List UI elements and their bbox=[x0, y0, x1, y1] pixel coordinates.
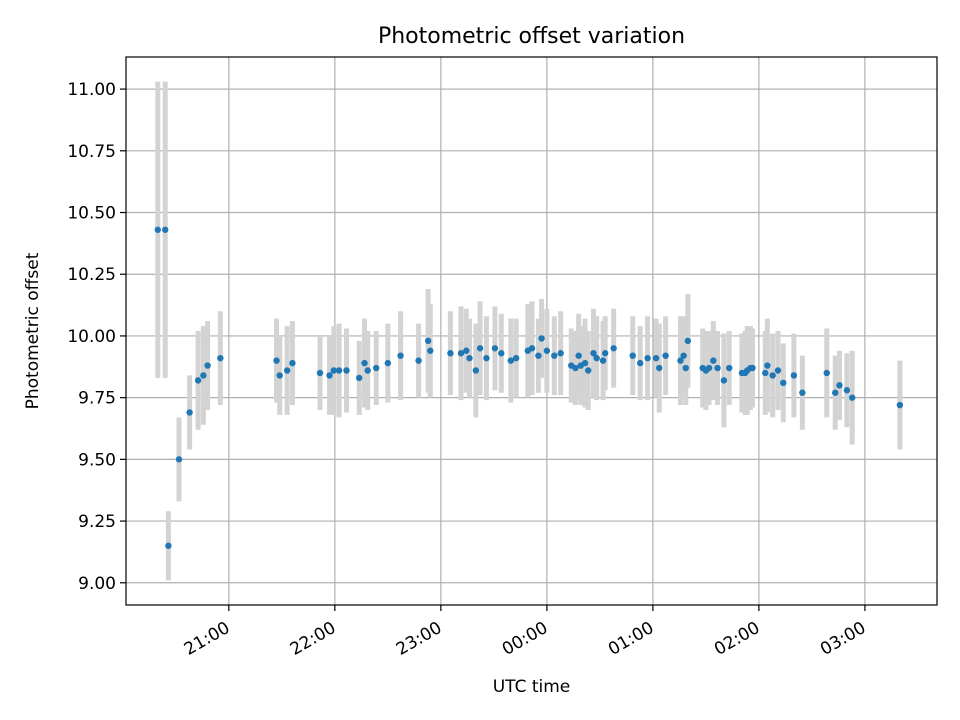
data-point bbox=[601, 350, 609, 357]
data-point bbox=[364, 367, 371, 374]
data-point bbox=[194, 377, 202, 384]
data-point bbox=[491, 345, 499, 352]
data-point bbox=[162, 226, 169, 233]
data-point bbox=[799, 389, 806, 396]
y-tick-label: 10.00 bbox=[67, 327, 116, 347]
data-point bbox=[424, 337, 432, 345]
data-point bbox=[165, 542, 172, 549]
x-axis-label: UTC time bbox=[493, 677, 571, 697]
data-point bbox=[528, 345, 536, 352]
data-point bbox=[472, 367, 480, 374]
data-point bbox=[774, 367, 782, 374]
data-point bbox=[326, 372, 333, 379]
data-point bbox=[466, 354, 473, 362]
data-point bbox=[780, 379, 787, 387]
data-point bbox=[507, 357, 515, 364]
y-tick-label: 10.50 bbox=[67, 204, 116, 224]
y-tick-label: 9.75 bbox=[78, 389, 116, 409]
data-point bbox=[629, 352, 636, 359]
data-point bbox=[590, 350, 597, 357]
data-point bbox=[483, 354, 490, 362]
y-axis-label: Photometric offset bbox=[23, 252, 43, 409]
data-point bbox=[200, 372, 207, 379]
data-point bbox=[636, 359, 644, 367]
data-point bbox=[832, 389, 839, 396]
data-point bbox=[154, 226, 162, 233]
data-point bbox=[372, 364, 380, 372]
data-point bbox=[498, 350, 505, 357]
data-point bbox=[543, 347, 551, 354]
data-point bbox=[572, 364, 579, 372]
data-point bbox=[397, 352, 404, 359]
data-point bbox=[356, 374, 363, 382]
data-point bbox=[276, 372, 283, 379]
data-point bbox=[714, 364, 721, 372]
y-tick-label: 9.00 bbox=[78, 574, 116, 594]
data-point bbox=[361, 359, 368, 367]
data-point bbox=[217, 354, 224, 362]
data-point bbox=[662, 352, 669, 359]
data-point bbox=[843, 387, 851, 394]
y-axis-ticks: 9.00 9.25 9.50 9.75 10.00 10.25 10.50 10.75 11.0… bbox=[67, 80, 126, 594]
data-point bbox=[551, 352, 558, 359]
data-point bbox=[512, 354, 520, 362]
data-point bbox=[684, 337, 692, 345]
y-tick-label: 11.00 bbox=[67, 80, 116, 100]
data-point bbox=[186, 409, 193, 416]
data-point bbox=[610, 345, 617, 352]
data-point bbox=[427, 347, 434, 354]
data-point bbox=[896, 401, 904, 409]
plot-frame bbox=[125, 56, 938, 606]
data-point bbox=[593, 354, 600, 362]
data-point bbox=[557, 350, 564, 357]
data-point bbox=[335, 367, 343, 374]
data-point bbox=[283, 367, 291, 374]
data-point bbox=[726, 364, 733, 372]
data-point bbox=[836, 382, 843, 389]
data-point bbox=[457, 350, 465, 357]
y-tick-label: 9.25 bbox=[78, 512, 116, 532]
data-point bbox=[705, 364, 713, 372]
data-point bbox=[447, 350, 454, 357]
data-point bbox=[644, 354, 651, 362]
data-points bbox=[154, 226, 904, 549]
y-tick-label: 10.75 bbox=[67, 142, 116, 162]
data-point bbox=[790, 372, 798, 379]
data-point bbox=[463, 347, 470, 354]
y-tick-label: 9.50 bbox=[78, 450, 116, 470]
data-point bbox=[538, 335, 545, 342]
data-point bbox=[656, 364, 663, 372]
chart-title: Photometric offset variation bbox=[378, 24, 685, 49]
data-point bbox=[415, 357, 422, 364]
data-point bbox=[316, 369, 324, 377]
data-point bbox=[581, 359, 589, 367]
data-point bbox=[175, 456, 183, 463]
data-point bbox=[848, 394, 856, 401]
data-point bbox=[652, 354, 660, 362]
data-point bbox=[476, 345, 484, 352]
data-point bbox=[273, 357, 280, 364]
y-tick-label: 10.25 bbox=[67, 265, 116, 285]
data-point bbox=[330, 367, 337, 374]
data-point bbox=[343, 367, 350, 374]
data-point bbox=[535, 352, 542, 359]
data-point bbox=[680, 352, 687, 359]
data-point bbox=[769, 372, 776, 379]
data-point bbox=[762, 369, 769, 377]
data-point bbox=[682, 364, 689, 372]
data-point bbox=[720, 377, 728, 384]
data-point bbox=[384, 359, 392, 367]
data-point bbox=[749, 364, 756, 372]
data-point bbox=[823, 369, 830, 377]
data-point bbox=[599, 357, 607, 364]
data-point bbox=[575, 352, 582, 359]
data-point bbox=[764, 362, 771, 369]
data-point bbox=[710, 357, 717, 364]
data-point bbox=[204, 362, 211, 369]
data-point bbox=[677, 357, 684, 364]
data-point bbox=[289, 359, 296, 367]
data-point bbox=[585, 367, 592, 374]
